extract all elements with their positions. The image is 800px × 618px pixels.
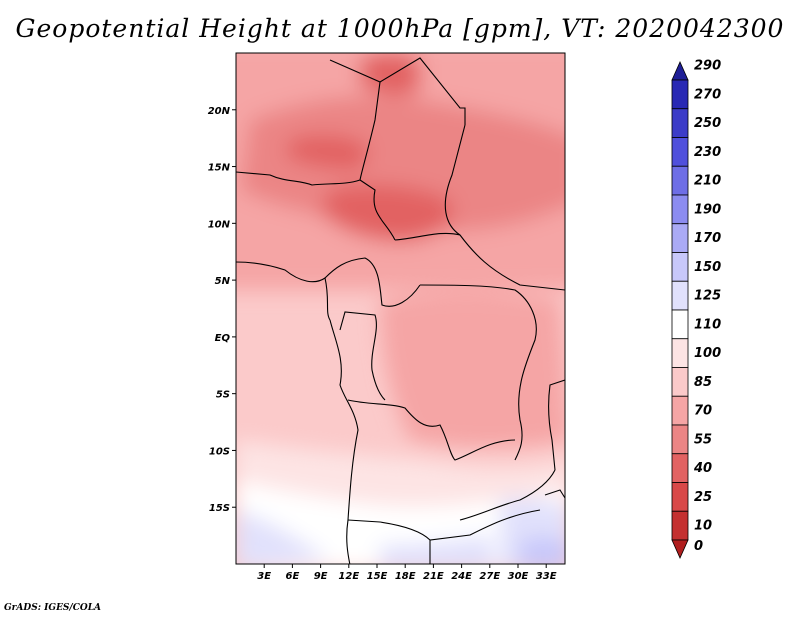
colorbar-swatch [671,280,689,311]
lat-tick-label: 20N [208,106,231,117]
colorbar-label: 250 [694,116,721,131]
colorbar-swatch [671,309,689,340]
lat-tick-label: 5S [216,390,230,401]
lat-tick-label: 15N [208,163,231,174]
lon-tick-label: 30E [508,571,529,582]
grads-credit: GrADS: IGES/COLA [4,603,102,613]
colorbar-swatch [671,424,689,455]
colorbar-label: 110 [694,317,721,332]
colorbar-swatch [671,61,689,81]
colorbar-label: 55 [694,432,712,447]
colorbar-label: 290 [694,59,721,74]
colorbar-swatch [671,137,689,167]
height-field [236,53,565,564]
lat-tick-label: 10S [209,446,230,457]
colorbar-label: 25 [694,490,712,505]
colorbar-label: 10 [694,519,712,534]
lat-tick-label: EQ [215,333,231,344]
coastlines-and-borders [236,57,565,564]
colorbar-swatch [671,194,689,225]
lon-tick-label: 3E [257,571,271,582]
lon-tick-label: 12E [338,571,359,582]
lat-tick-label: 15S [209,503,230,514]
map-frame [235,52,566,565]
colorbar-label: 210 [694,174,721,189]
lon-tick-label: 18E [395,571,416,582]
lat-tick-label: 10N [208,219,231,230]
chart-title: Geopotential Height at 1000hPa [gpm], VT… [15,14,785,43]
colorbar-swatch [671,395,689,426]
lon-tick-label: 9E [314,571,328,582]
lon-tick-label: 24E [451,571,472,582]
colorbar-label: 125 [694,289,721,304]
colorbar-swatch [671,510,689,541]
colorbar-label: 230 [694,145,721,160]
colorbar-swatch [671,223,689,253]
colorbar-label: 170 [694,231,721,246]
colorbar-swatch [671,482,689,512]
lon-tick-label: 15E [367,571,388,582]
colorbar-label: 70 [694,404,712,419]
lon-tick-label: 33E [536,571,557,582]
lat-axis: 20N 15N 10N 5N EQ 5S 10S 15S [208,106,236,514]
colorbar-label: 150 [694,260,721,275]
colorbar-swatch [671,252,689,282]
colorbar-label: 270 [694,87,721,102]
colorbar-swatch [671,539,689,559]
lon-tick-label: 21E [423,571,444,582]
colorbar-label: 190 [694,202,721,217]
lat-tick-label: 5N [215,276,231,287]
colorbar-swatch [671,367,689,397]
colorbar-swatch [671,165,689,196]
colorbar-label: 100 [694,346,721,361]
colorbar-swatch [671,79,689,110]
colorbar-label: 0 [694,539,703,554]
colorbar-swatch [671,108,689,138]
lon-axis: 3E 6E 9E 12E 15E 18E 21E 24E 27E 30E 33E [257,564,557,582]
lon-tick-label: 27E [479,571,500,582]
lon-tick-label: 6E [286,571,300,582]
colorbar-label: 85 [694,375,712,390]
colorbar-label: 40 [693,461,712,476]
colorbar-swatch [671,338,689,368]
colorbar-swatch [671,453,689,483]
